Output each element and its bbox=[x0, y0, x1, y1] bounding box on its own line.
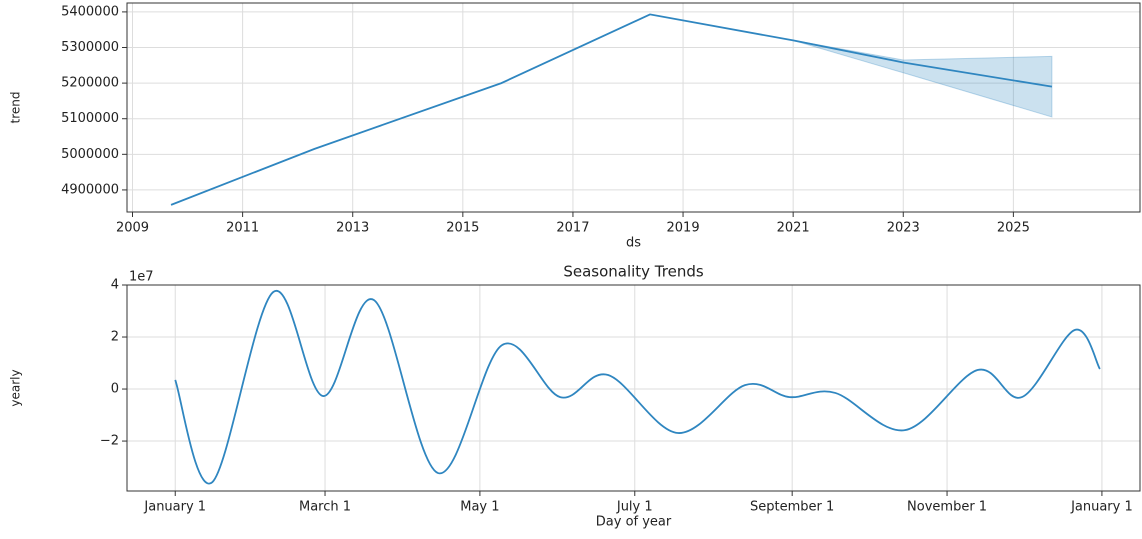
x-tick-label: 2021 bbox=[777, 221, 810, 236]
x-tick-label: May 1 bbox=[460, 500, 499, 515]
x-tick-label: November 1 bbox=[907, 500, 987, 515]
y-tick-label: 5000000 bbox=[61, 147, 119, 162]
x-tick-label: 2019 bbox=[667, 221, 700, 236]
axis-offset: 1e7 bbox=[129, 270, 154, 285]
x-tick-label: July 1 bbox=[616, 500, 653, 515]
y-tick-label: 5300000 bbox=[61, 40, 119, 55]
y-tick-label: 5200000 bbox=[61, 76, 119, 91]
y-tick-label: 4900000 bbox=[61, 182, 119, 197]
chart-title: Seasonality Trends bbox=[563, 263, 704, 281]
x-tick-label: 2015 bbox=[446, 221, 479, 236]
y-tick-label: 4 bbox=[111, 278, 119, 293]
y-tick-label: 2 bbox=[111, 330, 119, 345]
y-tick-label: 5400000 bbox=[61, 4, 119, 19]
line bbox=[170, 13, 1053, 206]
x-tick-label: 2011 bbox=[226, 221, 259, 236]
x-tick-label: 2009 bbox=[116, 221, 149, 236]
x-tick-label: 2025 bbox=[997, 221, 1030, 236]
y-tick-label: 0 bbox=[111, 382, 119, 397]
y-axis-label: trend bbox=[9, 92, 23, 124]
x-tick-label: 2023 bbox=[887, 221, 920, 236]
x-tick-label: 2013 bbox=[336, 221, 369, 236]
x-axis-label: Day of year bbox=[596, 515, 672, 530]
x-axis-label: ds bbox=[626, 236, 641, 251]
line bbox=[174, 290, 1101, 485]
x-tick-label: 2017 bbox=[556, 221, 589, 236]
y-axis-label: yearly bbox=[9, 369, 23, 406]
x-tick-label: September 1 bbox=[750, 500, 834, 515]
x-tick-label: January 1 bbox=[143, 500, 206, 515]
y-tick-label: 5100000 bbox=[61, 111, 119, 126]
x-tick-label: March 1 bbox=[299, 500, 351, 515]
axes-frame bbox=[126, 2, 1141, 213]
axes-frame bbox=[126, 284, 1141, 492]
x-tick-label: January 1 bbox=[1070, 500, 1133, 515]
y-tick-label: −2 bbox=[100, 434, 119, 449]
